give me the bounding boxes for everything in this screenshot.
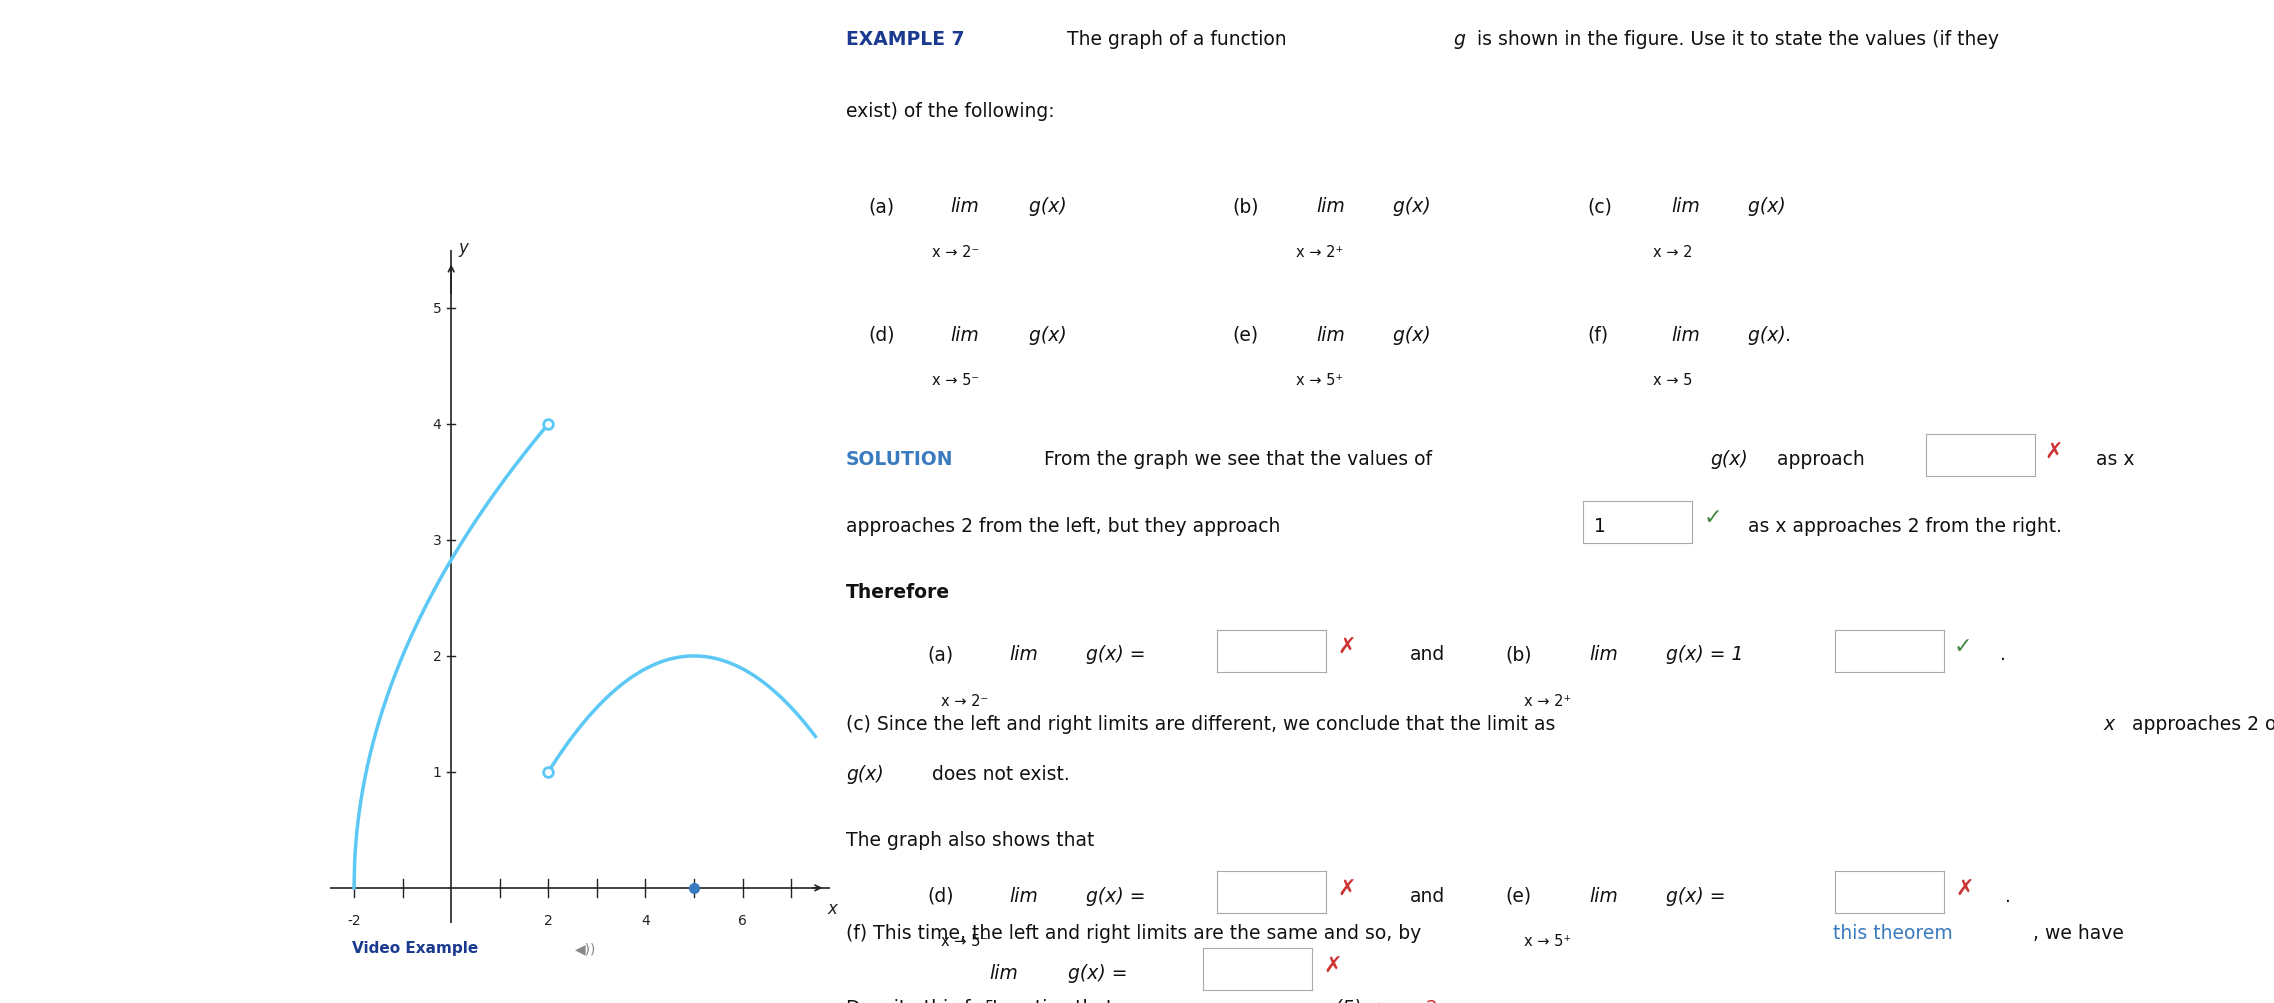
Text: ✗: ✗ (1337, 637, 1355, 657)
Text: lim: lim (1671, 197, 1701, 216)
Text: approaches 2 from the left, but they approach: approaches 2 from the left, but they app… (846, 516, 1280, 535)
Text: x: x (2103, 714, 2115, 733)
Text: and: and (1410, 886, 1446, 905)
Text: -2: -2 (348, 914, 362, 928)
Text: g(x): g(x) (1023, 197, 1067, 216)
Text: x → 5⁺: x → 5⁺ (1524, 934, 1571, 949)
Text: EXAMPLE 7: EXAMPLE 7 (846, 30, 964, 49)
Text: (d): (d) (869, 325, 896, 344)
Text: 2: 2 (432, 649, 441, 663)
Text: (f): (f) (1587, 325, 1608, 344)
Text: lim: lim (1010, 886, 1039, 905)
Text: , we have: , we have (2033, 923, 2124, 942)
Text: lim: lim (1010, 645, 1039, 664)
Text: and: and (1410, 645, 1446, 664)
Text: g(x) =: g(x) = (1660, 886, 1726, 905)
Text: x → 2⁺: x → 2⁺ (1296, 245, 1344, 260)
Text: g(x): g(x) (846, 764, 885, 782)
Text: g(x).: g(x). (1742, 325, 1792, 344)
Text: 3: 3 (432, 534, 441, 548)
Text: 2: 2 (543, 914, 553, 928)
Text: (d): (d) (928, 886, 955, 905)
Text: g(x): g(x) (1387, 197, 1430, 216)
Text: (a): (a) (869, 197, 894, 216)
Text: 5: 5 (432, 302, 441, 316)
Text: ✓: ✓ (1953, 637, 1972, 657)
Text: g(x): g(x) (1710, 449, 1749, 468)
Text: approach: approach (1771, 449, 1865, 468)
Text: ✗: ✗ (2044, 441, 2063, 461)
Text: does not exist.: does not exist. (926, 764, 1069, 782)
Text: 2: 2 (1426, 998, 1437, 1003)
Text: lim: lim (1671, 325, 1701, 344)
Text: lim: lim (1317, 197, 1346, 216)
Text: (b): (b) (1233, 197, 1260, 216)
Text: .: . (1999, 886, 2010, 905)
Text: g(x) =: g(x) = (1080, 645, 1146, 664)
Text: ✗: ✗ (1337, 878, 1355, 898)
Text: (e): (e) (1505, 886, 1530, 905)
Text: ✗: ✗ (1323, 955, 1342, 975)
Text: (c) Since the left and right limits are different, we conclude that the limit as: (c) Since the left and right limits are … (846, 714, 1562, 733)
Text: 6: 6 (739, 914, 748, 928)
Text: .: . (1994, 645, 2006, 664)
Text: g(x): g(x) (1023, 325, 1067, 344)
Text: 4: 4 (432, 417, 441, 431)
Text: ✓: ✓ (1703, 508, 1721, 528)
Text: as x: as x (2090, 449, 2135, 468)
Text: is shown in the figure. Use it to state the values (if they: is shown in the figure. Use it to state … (1471, 30, 1999, 49)
Text: From the graph we see that the values of: From the graph we see that the values of (1032, 449, 1439, 468)
Text: approaches 2 of: approaches 2 of (2126, 714, 2274, 733)
Text: 4: 4 (641, 914, 650, 928)
Text: Video Example: Video Example (352, 940, 480, 955)
Text: SOLUTION: SOLUTION (846, 449, 953, 468)
Text: x → 5⁻: x → 5⁻ (941, 934, 989, 949)
Text: x → 5: x → 5 (1653, 373, 1692, 388)
Text: g(x): g(x) (1387, 325, 1430, 344)
Text: y: y (459, 239, 468, 257)
Text: The graph also shows that: The graph also shows that (846, 830, 1094, 850)
Text: g: g (1453, 30, 1464, 49)
Text: ✗: ✗ (1956, 878, 1974, 898)
Text: .: . (1449, 998, 1455, 1003)
Text: as x approaches 2 from the right.: as x approaches 2 from the right. (1742, 516, 2063, 535)
Text: lim: lim (1590, 886, 1619, 905)
Text: x: x (828, 900, 837, 918)
Text: 1: 1 (1594, 516, 1605, 535)
Text: g(x) =: g(x) = (1062, 963, 1128, 982)
Text: lim: lim (951, 197, 980, 216)
Text: x → 2: x → 2 (1653, 245, 1692, 260)
Text: lim: lim (1590, 645, 1619, 664)
Text: g(x) = 1: g(x) = 1 (1660, 645, 1744, 664)
Text: x → 2⁻: x → 2⁻ (941, 693, 989, 708)
Text: lim: lim (1317, 325, 1346, 344)
Text: ◀)): ◀)) (575, 941, 596, 955)
Text: The graph of a function: The graph of a function (1055, 30, 1292, 49)
Text: (a): (a) (928, 645, 953, 664)
Text: g(x) =: g(x) = (1080, 886, 1146, 905)
Text: x → 5⁺: x → 5⁺ (1296, 373, 1344, 388)
Text: x → 2⁺: x → 2⁺ (1524, 693, 1571, 708)
Text: (e): (e) (1233, 325, 1258, 344)
Text: g(x): g(x) (1742, 197, 1785, 216)
Text: 1: 1 (432, 765, 441, 779)
Text: x → 2⁻: x → 2⁻ (932, 245, 980, 260)
Text: g(5) ≠: g(5) ≠ (1323, 998, 1389, 1003)
Text: (b): (b) (1505, 645, 1533, 664)
Text: Despite this fact, notice that: Despite this fact, notice that (846, 998, 1119, 1003)
Text: lim: lim (951, 325, 980, 344)
Text: Therefore: Therefore (846, 583, 951, 602)
Text: this theorem: this theorem (1833, 923, 1953, 942)
Text: x → 5: x → 5 (955, 999, 994, 1003)
Text: lim: lim (989, 963, 1019, 982)
Text: x → 5⁻: x → 5⁻ (932, 373, 980, 388)
Text: exist) of the following:: exist) of the following: (846, 101, 1055, 120)
Text: (f) This time, the left and right limits are the same and so, by: (f) This time, the left and right limits… (846, 923, 1428, 942)
Text: (c): (c) (1587, 197, 1612, 216)
